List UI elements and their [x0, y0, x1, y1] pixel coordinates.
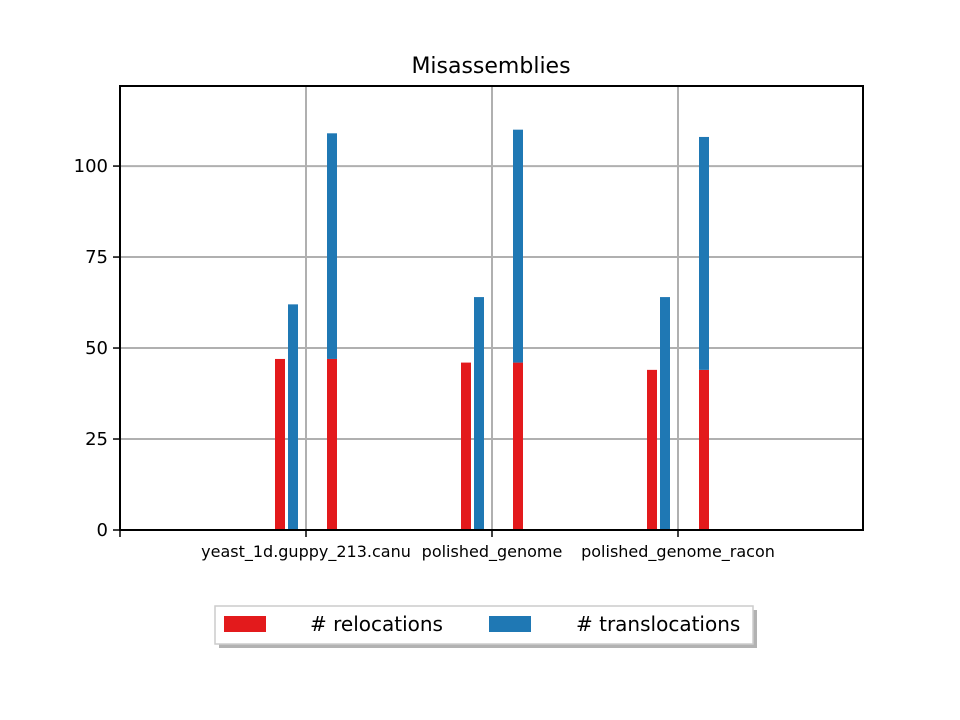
bar-stacked-translocations	[699, 136, 709, 370]
bar-relocations	[647, 369, 657, 530]
bars-layer	[275, 129, 709, 530]
bar-relocations	[461, 362, 471, 530]
y-tick-label: 0	[97, 520, 108, 541]
bar-translocations	[474, 297, 484, 530]
chart-title: Misassemblies	[411, 54, 570, 79]
y-tick-label: 75	[85, 247, 108, 268]
grid-layer	[120, 86, 863, 530]
bar-stacked-translocations	[327, 133, 337, 359]
y-tick-label: 50	[85, 338, 108, 359]
legend-swatch-translocations	[489, 616, 531, 632]
legend-label-relocations: # relocations	[310, 612, 443, 636]
legend-box	[214, 605, 754, 645]
x-tick-label: polished_genome_racon	[581, 542, 775, 562]
legend: # relocations # translocations	[214, 605, 757, 648]
x-tick-label: polished_genome	[422, 542, 563, 562]
bar-stacked-relocations	[699, 369, 709, 530]
bar-stacked-translocations	[513, 129, 523, 363]
bar-translocations	[288, 304, 298, 530]
y-tick-label: 100	[74, 156, 108, 177]
legend-label-translocations: # translocations	[576, 612, 740, 636]
bar-stacked-relocations	[327, 358, 337, 530]
bar-translocations	[660, 297, 670, 530]
legend-swatch-relocations	[224, 616, 266, 632]
axis-layer: 0 25 50 75 100 yeast_1d.guppy_213.canu polishe…	[74, 156, 775, 562]
y-tick-label: 25	[85, 429, 108, 450]
x-tick-label: yeast_1d.guppy_213.canu	[201, 542, 411, 562]
bar-stacked-relocations	[513, 362, 523, 530]
bar-relocations	[275, 358, 285, 530]
